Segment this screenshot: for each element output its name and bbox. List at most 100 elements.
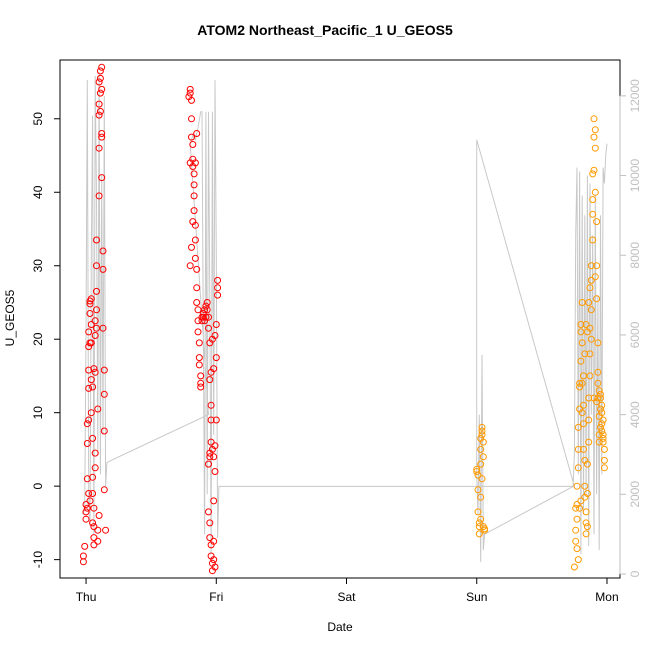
red-data-point (90, 534, 98, 542)
red-data-point (198, 317, 206, 325)
orange-data-point (574, 556, 582, 564)
red-data-point (195, 339, 203, 347)
red-data-point (190, 170, 198, 178)
red-data-point (100, 366, 108, 374)
red-data-point (188, 115, 195, 123)
red-data-point (100, 427, 108, 435)
orange-data-point (594, 339, 602, 347)
orange-data-point (578, 379, 586, 387)
orange-data-point (591, 273, 599, 281)
red-data-point (201, 306, 209, 314)
orange-data-point (479, 453, 487, 461)
orange-data-point (587, 262, 595, 270)
red-data-point (98, 85, 106, 93)
orange-data-point (573, 482, 581, 490)
orange-data-point (589, 210, 597, 218)
red-data-point (205, 508, 212, 516)
right-tick-label: 8000 (628, 242, 642, 269)
red-data-point (197, 383, 205, 391)
orange-data-point (581, 482, 589, 490)
orange-data-point (597, 405, 604, 413)
orange-data-point (572, 504, 580, 512)
red-data-point (199, 313, 207, 321)
red-data-point (91, 317, 99, 325)
orange-data-point (590, 115, 598, 123)
red-data-point (188, 243, 195, 251)
y-axis-label: U_GEOS5 (3, 289, 17, 346)
x-tick-label: Mon (595, 590, 618, 604)
red-data-point (195, 361, 203, 369)
y-axis: -10 0 10 20 30 40 50 (31, 112, 61, 568)
red-data-point (203, 299, 211, 306)
red-data-point (185, 93, 193, 101)
red-data-point (98, 133, 106, 141)
red-data-point (210, 556, 218, 564)
red-data-point (90, 541, 98, 549)
red-data-point (206, 453, 214, 461)
orange-data-point (585, 394, 593, 402)
red-data-point (100, 390, 108, 398)
red-data-point (89, 434, 97, 442)
orange-data-point (573, 515, 581, 523)
red-data-point (83, 440, 91, 447)
red-data-point (95, 144, 103, 152)
red-data-point (86, 310, 94, 317)
red-data-point (191, 159, 199, 167)
red-data-point (82, 515, 90, 523)
red-data-point (94, 526, 102, 534)
red-data-point (85, 416, 93, 424)
red-data-point (193, 265, 201, 273)
orange-data-point (594, 379, 602, 387)
red-data-point (205, 313, 212, 321)
orange-data-point (598, 409, 606, 417)
red-data-point (206, 376, 214, 384)
orange-data-point (591, 144, 599, 152)
red-data-point (91, 368, 99, 376)
orange-data-point (583, 460, 591, 468)
red-data-point (91, 332, 99, 339)
red-data-point (212, 354, 220, 362)
red-data-point (194, 317, 202, 325)
x-axis: Thu Fri Sat Sun Mon (76, 577, 619, 604)
right-tick-label: 4000 (628, 401, 642, 428)
red-data-point (95, 78, 103, 86)
orange-data-point (593, 295, 601, 303)
red-data-point (87, 376, 95, 384)
orange-data-point (577, 497, 585, 505)
orange-data-point (582, 519, 590, 527)
orange-data-point (582, 530, 590, 538)
red-data-point (186, 262, 194, 270)
orange-data-point (580, 445, 587, 453)
y-tick-label: 0 (31, 482, 45, 489)
red-data-point (85, 384, 93, 392)
red-data-point (98, 63, 106, 71)
red-data-point (191, 236, 199, 244)
orange-data-point (595, 438, 603, 446)
y-tick-label: 50 (31, 112, 45, 126)
orange-data-point (474, 508, 482, 516)
orange-data-point (593, 218, 601, 226)
red-data-point (190, 181, 198, 189)
orange-data-point (580, 401, 587, 409)
orange-data-point (475, 530, 483, 538)
red-data-point (208, 335, 216, 343)
altitude-line (81, 71, 608, 563)
red-data-point (96, 67, 104, 75)
red-data-point (83, 504, 91, 512)
orange-data-point (572, 537, 580, 545)
orange-data-point (591, 188, 599, 196)
red-data-point (95, 111, 103, 119)
orange-data-point (593, 262, 601, 270)
orange-data-point (574, 464, 582, 472)
chart-title: ATOM2 Northeast_Pacific_1 U_GEOS5 (197, 22, 453, 38)
orange-data-point (582, 508, 590, 516)
orange-data-point (598, 427, 606, 435)
orange-data-point (478, 427, 486, 435)
orange-data-point (580, 420, 587, 428)
red-data-point (190, 207, 198, 215)
orange-data-point (587, 335, 595, 343)
right-tick-label: 6000 (628, 321, 642, 348)
red-data-point (91, 449, 99, 457)
orange-data-point (581, 350, 589, 358)
